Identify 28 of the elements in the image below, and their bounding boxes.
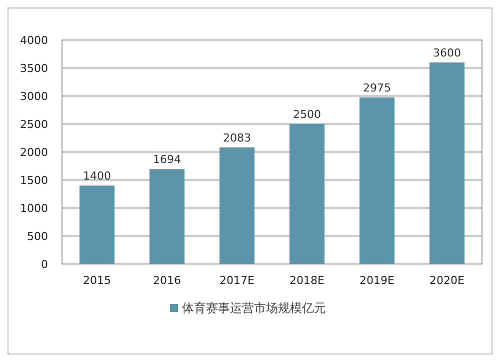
x-tick-label: 2015	[83, 274, 111, 287]
y-tick-label: 1000	[20, 202, 48, 215]
bar	[150, 169, 184, 264]
y-tick-label: 0	[41, 258, 48, 271]
y-tick-label: 3500	[20, 62, 48, 75]
data-label: 1400	[83, 170, 111, 183]
data-label: 2500	[293, 108, 321, 121]
data-label: 2083	[223, 131, 251, 144]
x-tick-label: 2020E	[430, 274, 465, 287]
y-tick-label: 2000	[20, 146, 48, 159]
y-tick-label: 2500	[20, 118, 48, 131]
x-tick-label: 2018E	[290, 274, 325, 287]
bar	[80, 186, 114, 264]
x-tick-label: 2017E	[220, 274, 255, 287]
x-tick-label: 2019E	[360, 274, 395, 287]
bar	[360, 97, 394, 264]
y-tick-label: 500	[27, 230, 48, 243]
data-label: 2975	[363, 81, 391, 94]
data-label: 1694	[153, 153, 181, 166]
y-tick-label: 1500	[20, 174, 48, 187]
x-tick-label: 2016	[153, 274, 181, 287]
legend-label: 体育赛事运营市场规模亿元	[182, 301, 326, 315]
bar	[220, 147, 254, 264]
y-tick-label: 3000	[20, 90, 48, 103]
bar	[290, 124, 324, 264]
data-label: 3600	[433, 46, 461, 60]
y-tick-label: 4000	[20, 34, 48, 47]
bar	[430, 62, 464, 264]
